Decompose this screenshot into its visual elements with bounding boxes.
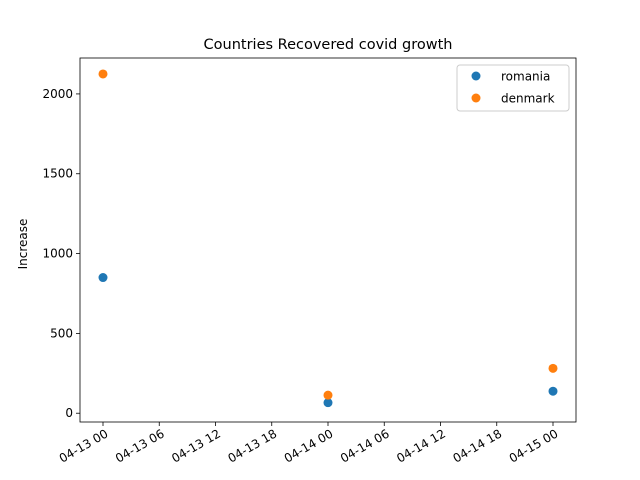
point-denmark (548, 363, 558, 373)
chart-title: Countries Recovered covid growth (204, 37, 453, 53)
point-denmark (98, 69, 108, 79)
point-romania (323, 398, 333, 408)
data-points (98, 69, 558, 408)
y-tick-label: 0 (65, 406, 73, 420)
legend-label-denmark: denmark (501, 92, 555, 106)
point-romania (98, 273, 108, 283)
legend-label-romania: romania (501, 70, 550, 84)
legend-marker-denmark (471, 93, 481, 103)
point-denmark (323, 390, 333, 400)
y-axis: 0 500 1000 1500 2000 (42, 87, 80, 420)
y-tick-label: 2000 (42, 87, 73, 101)
y-tick-label: 1500 (42, 167, 73, 181)
legend-box (456, 64, 570, 112)
y-tick-label: 500 (50, 326, 73, 340)
y-axis-label: Increase (16, 219, 30, 270)
legend: romania denmark (456, 64, 570, 112)
y-tick-label: 1000 (42, 247, 73, 261)
legend-marker-romania (471, 71, 481, 81)
point-romania (548, 386, 558, 396)
